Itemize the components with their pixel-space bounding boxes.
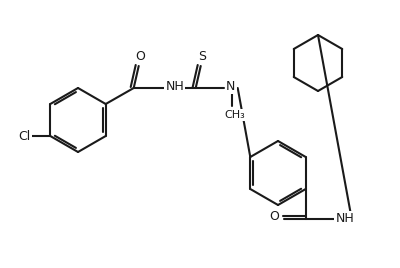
Text: O: O — [269, 210, 279, 224]
Text: N: N — [226, 80, 236, 92]
Text: Cl: Cl — [18, 129, 30, 143]
Text: CH₃: CH₃ — [224, 110, 245, 120]
Text: NH: NH — [335, 213, 354, 225]
Text: S: S — [198, 50, 206, 62]
Text: O: O — [135, 50, 145, 62]
Text: NH: NH — [165, 80, 184, 94]
